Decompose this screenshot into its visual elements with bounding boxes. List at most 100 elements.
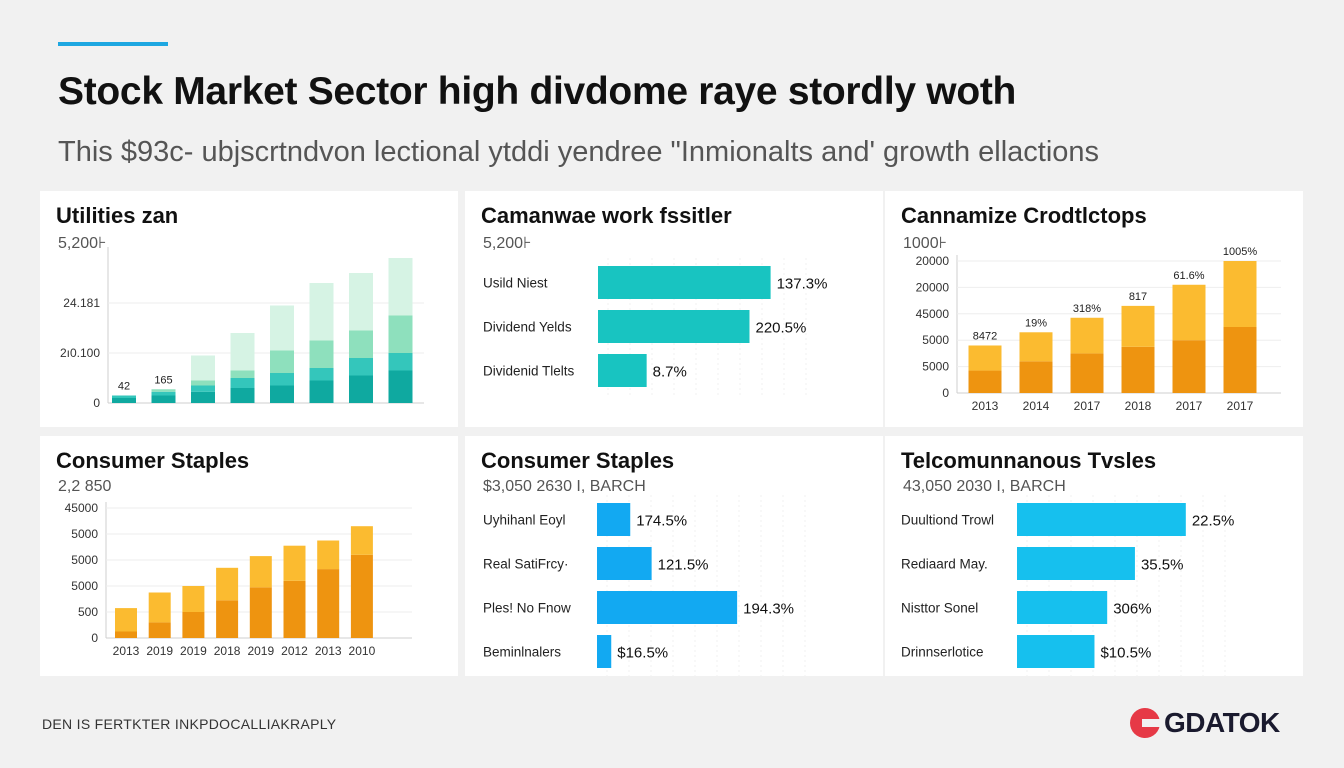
y-tick-label: 45000: [916, 307, 950, 321]
y-tick-label: 0: [91, 631, 98, 645]
bar-segment: [1172, 284, 1206, 341]
panel-subtitle: $3,050 2630 I, BARCH: [483, 478, 646, 495]
data-label: 8472: [973, 330, 997, 342]
x-tick-label: 2018: [1125, 399, 1152, 413]
cannamize-chart: 0 5000 5000 45000 20000 20000 8472 2013 19% 2014 3…: [916, 246, 1281, 413]
bar-segment: [270, 385, 294, 403]
bar-segment: [249, 556, 272, 588]
bar-segment: [1019, 332, 1053, 362]
bar-segment: [270, 373, 294, 386]
bar-segment: [968, 345, 1002, 371]
bar-segment: [230, 378, 255, 388]
bar-segment: [230, 388, 255, 403]
bar: [598, 310, 750, 343]
value-label: 174.5%: [636, 513, 687, 530]
bar-segment: [182, 586, 205, 612]
bar-segment: [148, 592, 171, 623]
bar-segment: [115, 631, 137, 638]
x-tick-label: 2019: [247, 644, 274, 658]
x-tick-label: 2012: [281, 644, 308, 658]
value-label: $10.5%: [1100, 645, 1151, 662]
bar-segment: [151, 389, 176, 392]
value-label: 137.3%: [777, 276, 828, 293]
utilities-chart: 0 2ı0.100 24.181 42 165: [60, 247, 424, 410]
bar-segment: [112, 398, 136, 403]
y-tick-label: 0: [942, 386, 949, 400]
bar-segment: [216, 567, 239, 601]
x-tick-label: 2013: [113, 644, 140, 658]
x-tick-label: 2019: [180, 644, 207, 658]
x-tick-label: 2019: [146, 644, 173, 658]
panel-title: Utilities zan: [56, 203, 179, 228]
y-tick-label: 5000: [71, 527, 98, 541]
bar-segment: [309, 368, 334, 381]
bar: [597, 547, 652, 580]
bar: [1017, 547, 1135, 580]
bar-segment: [317, 569, 340, 638]
category-label: Duultiond Trowl: [901, 513, 994, 528]
panel-subtitle: 5,200⊦: [483, 235, 532, 252]
bar-segment: [388, 353, 413, 371]
bar-segment: [230, 370, 255, 378]
panel-title: Consumer Staples: [481, 448, 675, 473]
category-label: Ples! No Fnow: [483, 601, 571, 616]
y-tick-label: 5000: [922, 360, 949, 374]
y-tick-label: 24.181: [63, 296, 100, 310]
y-tick-label: 0: [93, 396, 100, 410]
panel-title: Consumer Staples: [56, 448, 250, 473]
x-tick-label: 2017: [1176, 399, 1203, 413]
category-label: Drinnserlotice: [901, 645, 984, 660]
bar-segment: [115, 608, 137, 632]
bar-segment: [349, 375, 373, 403]
bar-segment: [309, 283, 334, 341]
bar-segment: [249, 587, 272, 638]
accent-line: [58, 42, 168, 46]
data-label: 318%: [1073, 303, 1101, 315]
category-label: Usild Niest: [483, 276, 548, 291]
bar-segment: [270, 350, 294, 373]
category-label: Nisttor Sonel: [901, 601, 978, 616]
y-tick-label: 20000: [916, 254, 950, 268]
footer-note: DEN IS FERTKTER INKPDOCALLIAKRAPLY: [42, 716, 337, 732]
panel-title: Camanwae work fssitler: [481, 203, 732, 228]
y-tick-label: 500: [78, 605, 98, 619]
category-label: Dividenid Tlelts: [483, 364, 575, 379]
bar-segment: [350, 526, 373, 555]
bar-segment: [191, 391, 215, 403]
x-tick-label: 2013: [972, 399, 999, 413]
bar: [1017, 635, 1095, 668]
value-label: 22.5%: [1192, 513, 1235, 530]
brand-logo: GDATOK: [1130, 706, 1280, 740]
data-label: 165: [154, 374, 172, 386]
bar: [597, 503, 631, 536]
telecom-bar-chart: Duultiond Trowl 22.5% Rediaard May. 35.5% Ni…: [901, 495, 1235, 676]
bar-segment: [148, 622, 171, 638]
bar-segment: [1223, 261, 1257, 327]
category-label: Dividend Yelds: [483, 320, 572, 335]
bar-segment: [191, 380, 215, 386]
bar-segment: [1223, 327, 1257, 393]
x-tick-label: 2013: [315, 644, 342, 658]
x-tick-label: 2017: [1227, 399, 1254, 413]
bar-segment: [350, 554, 373, 638]
panel-utilities: Utilities zan 5,200⊦ 0 2ı0.100 24.181 42 165: [40, 191, 458, 427]
bar-segment: [317, 540, 340, 570]
bar-segment: [349, 330, 373, 358]
bar-segment: [283, 545, 306, 581]
bar-segment: [270, 305, 294, 351]
page-subtitle: This $93c- ubjscrtndvon lectional ytddi …: [58, 136, 1100, 168]
consumer-staples-bar-chart: Uyhihanl Eoyl 174.5% Real SatiFrcy· 121.5% P…: [483, 495, 806, 676]
category-label: Rediaard May.: [901, 557, 988, 572]
y-tick-label: 5000: [922, 333, 949, 347]
panel-consumer-staples-bars: Consumer Staples $3,050 2630 I, BARCH Uy…: [465, 436, 883, 676]
bar-segment: [388, 315, 413, 353]
x-tick-label: 2017: [1074, 399, 1101, 413]
bar-segment: [309, 380, 334, 403]
data-label: 61.6%: [1173, 270, 1204, 282]
bar-segment: [283, 580, 306, 638]
panel-subtitle: 43,050 2030 I, BARCH: [903, 478, 1066, 495]
bar: [1017, 591, 1108, 624]
category-label: Beminlnalers: [483, 645, 561, 660]
bar-segment: [112, 395, 136, 398]
bar: [597, 591, 738, 624]
